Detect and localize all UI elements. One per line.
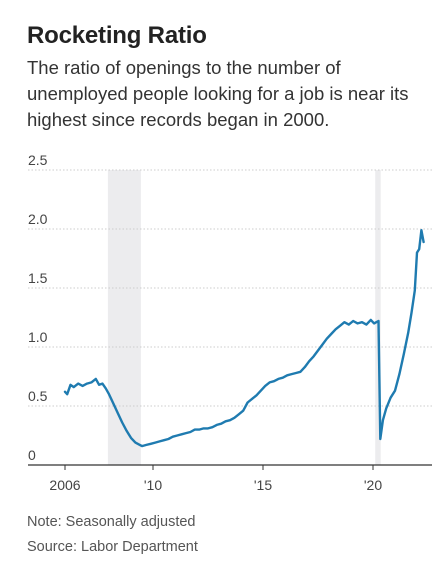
x-tick-label: '15 <box>254 477 272 493</box>
chart-source: Source: Labor Department <box>27 539 198 555</box>
y-tick-label: 1.5 <box>28 270 48 286</box>
y-axis-tick-labels: 0 0.5 1.0 1.5 2.0 2.5 <box>28 152 48 463</box>
y-tick-label: 2.5 <box>28 152 48 168</box>
x-tick-label: '20 <box>364 477 382 493</box>
y-tick-label: 0.5 <box>28 388 48 404</box>
chart-title: Rocketing Ratio <box>27 22 207 49</box>
y-tick-label: 1.0 <box>28 329 48 345</box>
chart-subtitle: The ratio of openings to the number of u… <box>27 57 409 130</box>
chart-note: Note: Seasonally adjusted <box>27 514 196 530</box>
gridlines <box>28 169 432 407</box>
recession-band-2 <box>375 170 381 465</box>
recession-band-1 <box>107 170 141 465</box>
x-axis-tick-labels: 2006 '10 '15 '20 <box>49 465 382 493</box>
series-line-layer <box>63 229 425 448</box>
recession-shading <box>107 170 381 465</box>
y-tick-label: 2.0 <box>28 211 48 227</box>
series-line-1 <box>63 229 425 448</box>
y-tick-label: 0 <box>28 447 36 463</box>
x-tick-label: '10 <box>144 477 162 493</box>
x-tick-label: 2006 <box>49 477 80 493</box>
